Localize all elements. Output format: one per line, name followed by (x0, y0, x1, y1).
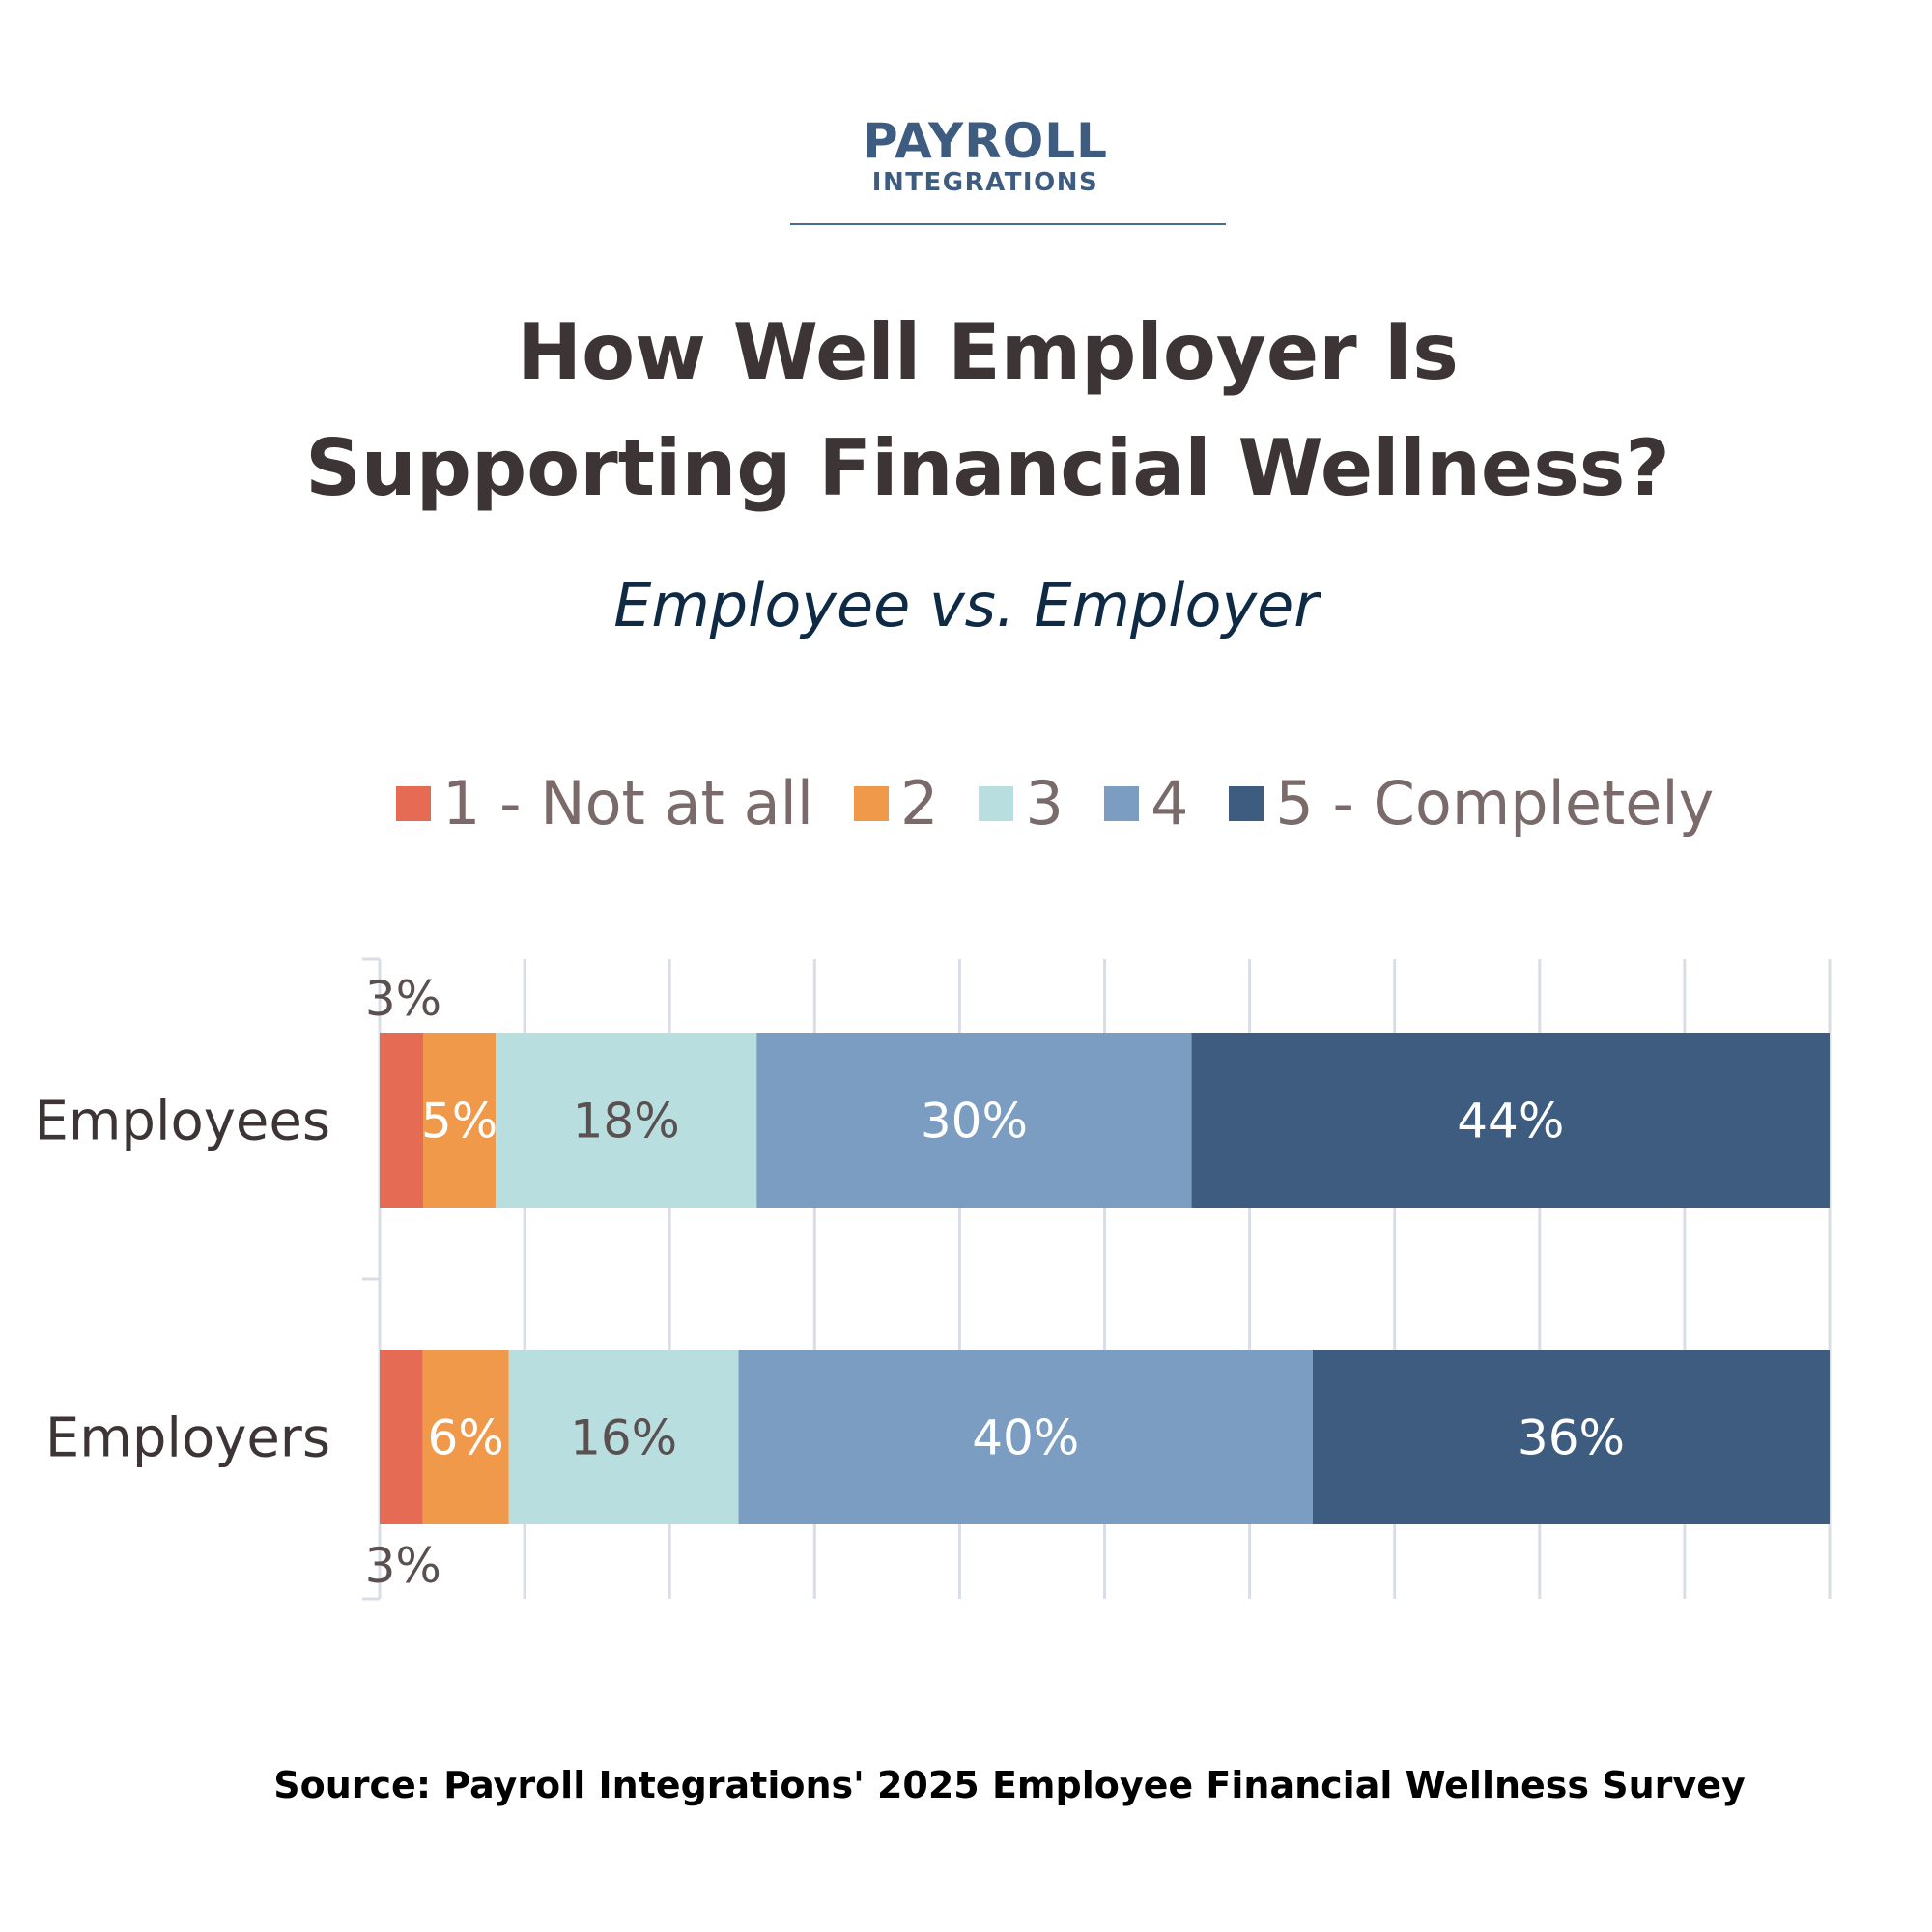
legend-label: 4 (1150, 768, 1189, 838)
bar-segment (380, 1033, 424, 1208)
legend-swatch (854, 785, 890, 821)
data-label: 36% (1518, 1410, 1625, 1466)
bar-segment (1191, 1033, 1830, 1208)
legend-item: 4 (1103, 768, 1189, 838)
data-label: 44% (1457, 1094, 1564, 1150)
legend-item: 1 - Not at all (396, 768, 813, 838)
title-line2: Supporting Financial Wellness? (305, 423, 1670, 513)
data-label: 5% (421, 1094, 497, 1150)
data-label: 3% (365, 1538, 441, 1594)
data-label: 18% (573, 1094, 680, 1150)
logo: PAYROLL INTEGRATIONS (0, 114, 1932, 197)
chart-subtitle: Employee vs. Employer (613, 570, 1319, 640)
legend-swatch (396, 785, 431, 821)
category-label: Employees (34, 1091, 330, 1153)
legend-swatch (1103, 785, 1139, 821)
title-line1: How Well Employer Is (517, 307, 1459, 397)
data-label: 3% (365, 971, 441, 1027)
legend-label: 2 (900, 768, 939, 838)
bar-segment (422, 1350, 509, 1524)
legend-swatch (979, 785, 1014, 821)
bar-segment (380, 1350, 423, 1524)
legend-label: 3 (1025, 768, 1064, 838)
source-note: Source: Payroll Integrations' 2025 Emplo… (273, 1764, 1746, 1806)
legend-item: 2 (854, 768, 938, 838)
legend: 1 - Not at all 2 3 4 5 - Completely (396, 768, 1754, 838)
legend-item: 3 (979, 768, 1064, 838)
logo-line2: INTEGRATIONS (871, 168, 1099, 197)
bar-segment (1312, 1350, 1830, 1524)
data-label: 6% (428, 1410, 504, 1466)
logo-line1: PAYROLL (863, 113, 1108, 169)
category-label: Employers (45, 1407, 330, 1470)
bar-segment (756, 1033, 1192, 1208)
bar-segment (738, 1350, 1313, 1524)
data-label: 16% (570, 1410, 677, 1466)
legend-label: 1 - Not at all (442, 768, 814, 838)
data-label: 30% (921, 1094, 1028, 1150)
bar-segment (423, 1033, 497, 1208)
bar-segment (508, 1350, 739, 1524)
legend-swatch (1229, 785, 1264, 821)
legend-item: 5 - Completely (1229, 768, 1714, 838)
data-label: 40% (972, 1410, 1079, 1466)
chart-title: How Well Employer Is Supporting Financia… (0, 295, 1932, 526)
divider (790, 223, 1226, 225)
legend-label: 5 - Completely (1275, 768, 1715, 838)
bar-segment (496, 1033, 757, 1208)
